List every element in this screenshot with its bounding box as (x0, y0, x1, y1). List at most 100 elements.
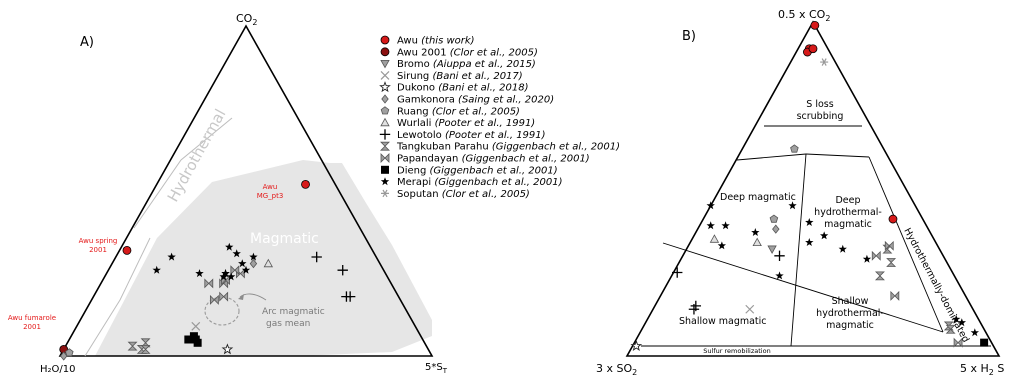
ann-spring-2: 2001 (89, 246, 107, 254)
legend-marker-0 (380, 35, 390, 45)
legend-name: Awu 2001 (397, 47, 450, 58)
a-star-point-6 (232, 249, 241, 258)
b-plus-point-2 (688, 304, 700, 315)
b-circle-red-point-3 (808, 44, 818, 54)
data-points-a (59, 179, 356, 361)
b-circle-red-point-4 (888, 214, 898, 224)
legend-ref: (Pooter et al., 1991) (435, 118, 536, 129)
magmatic-region (95, 160, 432, 356)
a-diamond-point-0 (249, 258, 258, 269)
b-asterisk-point-0 (820, 58, 829, 66)
b-star-point-13 (957, 318, 966, 327)
legend-marker-13 (381, 189, 389, 198)
b-tri-up-point-0 (709, 234, 720, 243)
legend: Awu (this work)Awu 2001 (Clor et al., 20… (379, 35, 620, 200)
arc-mean-label-1: Arc magmatic (262, 307, 325, 317)
legend-name: Papandayan (397, 154, 462, 165)
legend-marker-1 (380, 47, 390, 57)
a-circle-red-point-1 (122, 245, 132, 255)
a-star-point-10 (226, 272, 236, 281)
a-bowtie-point-3 (209, 294, 219, 305)
hydrothermal-line-upper (133, 117, 233, 229)
a-star-point-5 (238, 259, 247, 268)
arc-mean-arrowhead (238, 294, 244, 300)
data-points-b (630, 20, 989, 351)
apex-co2-b: 0.5 x CO2 (778, 8, 830, 23)
b-star-point-1 (721, 221, 730, 230)
b-star-outline-point-0 (630, 339, 643, 351)
a-hourglass-point-1 (127, 341, 138, 351)
magmatic-label: Magmatic (250, 231, 319, 247)
legend-entry-12: Merapi (Giggenbach et al., 2001) (397, 177, 562, 188)
hydrothermal-line-lower (84, 237, 151, 357)
legend-ref: (Aiuppa et al., 2015) (433, 59, 536, 70)
a-bowtie-point-6 (219, 291, 229, 302)
a-star-point-9 (221, 269, 230, 278)
a-pentagon-point-0 (65, 348, 74, 357)
a-circle-red-point-0 (301, 179, 310, 189)
ann-fumarole-1: Awu fumarole (8, 314, 56, 322)
apex-h2s-b: 5 x H2 S (960, 362, 1004, 376)
b-star-point-0 (706, 201, 715, 210)
b-star-point-14 (970, 328, 979, 337)
legend-name: Soputan (397, 189, 442, 200)
legend-entry-4: Dukono (Bani et al., 2018) (397, 83, 528, 94)
a-tri-up-point-0 (263, 258, 273, 268)
b-star-point-2 (706, 221, 715, 230)
a-star-point-7 (225, 242, 234, 251)
panel-b-label: B) (682, 29, 696, 44)
b-x-point-0 (745, 304, 755, 314)
legend-marker-6 (380, 106, 390, 115)
legend-marker-5 (381, 94, 389, 104)
ternary-frame-a (58, 24, 434, 357)
field-boundaries (641, 125, 991, 347)
b-star-point-3 (717, 241, 726, 250)
b-star-point-7 (805, 218, 814, 226)
b-pentagon-point-0 (790, 144, 799, 153)
legend-ref: (Giggenbach et al., 2001) (430, 165, 558, 176)
a-x-point-0 (191, 321, 201, 331)
a-star-point-0 (167, 252, 176, 261)
b-star-point-11 (862, 254, 872, 263)
legend-entry-9: Tangkuban Parahu (Giggenbach et al., 200… (396, 142, 620, 153)
b-bowtie-point-1 (871, 250, 881, 261)
legend-entry-1: Awu 2001 (Clor et al., 2005) (397, 47, 538, 58)
apex-so2-b: 3 x SO2 (596, 362, 637, 376)
arc-mean-arrow (239, 293, 267, 301)
legend-name: Ruang (397, 106, 432, 117)
a-star-outline-point-0 (221, 343, 234, 355)
field-shallow-hydro-1: Shallow (832, 296, 869, 307)
legend-marker-9 (380, 141, 390, 151)
a-star-point-11 (249, 252, 258, 261)
field-shallow-magmatic: Shallow magmatic (679, 316, 767, 327)
field-deep-magmatic: Deep magmatic (720, 192, 796, 203)
apex-co2-a: CO2 (236, 12, 257, 27)
legend-ref: (Giggenbach et al., 2001) (492, 142, 620, 153)
ann-awu-mg-1: Awu (263, 183, 278, 191)
a-bowtie-point-5 (230, 265, 240, 276)
legend-name: Gamkonora (397, 95, 458, 106)
legend-ref: (Clor et al., 2005) (450, 47, 538, 58)
a-square-point-3 (193, 338, 202, 347)
legend-entry-5: Gamkonora (Saing et al., 2020) (397, 95, 554, 106)
b-star-point-6 (788, 201, 797, 210)
b-diamond-point-0 (772, 224, 780, 234)
ternary-frame-b (625, 20, 1001, 357)
a-square-point-2 (189, 332, 198, 341)
legend-ref: (Bani et al., 2018) (438, 83, 528, 94)
a-plus-point-0 (311, 251, 322, 263)
legend-marker-11 (381, 165, 389, 174)
legend-ref: (Clor et al., 2005) (432, 106, 520, 117)
field-sulfur-remob: Sulfur remobilization (703, 347, 770, 355)
legend-marker-4 (379, 81, 391, 93)
a-star-point-1 (152, 265, 161, 274)
a-plus-point-1 (337, 265, 348, 276)
b-star-point-9 (805, 238, 814, 246)
legend-entry-8: Lewotolo (Pooter et al., 1991) (397, 130, 546, 141)
a-star-point-4 (241, 265, 251, 274)
ann-awu-mg-2: MG_pt3 (257, 192, 284, 200)
ann-fumarole-2: 2001 (23, 323, 41, 331)
legend-name: Dukono (397, 83, 438, 94)
legend-ref: (this work) (421, 36, 474, 47)
field-s-loss-2: scrubbing (797, 111, 844, 122)
